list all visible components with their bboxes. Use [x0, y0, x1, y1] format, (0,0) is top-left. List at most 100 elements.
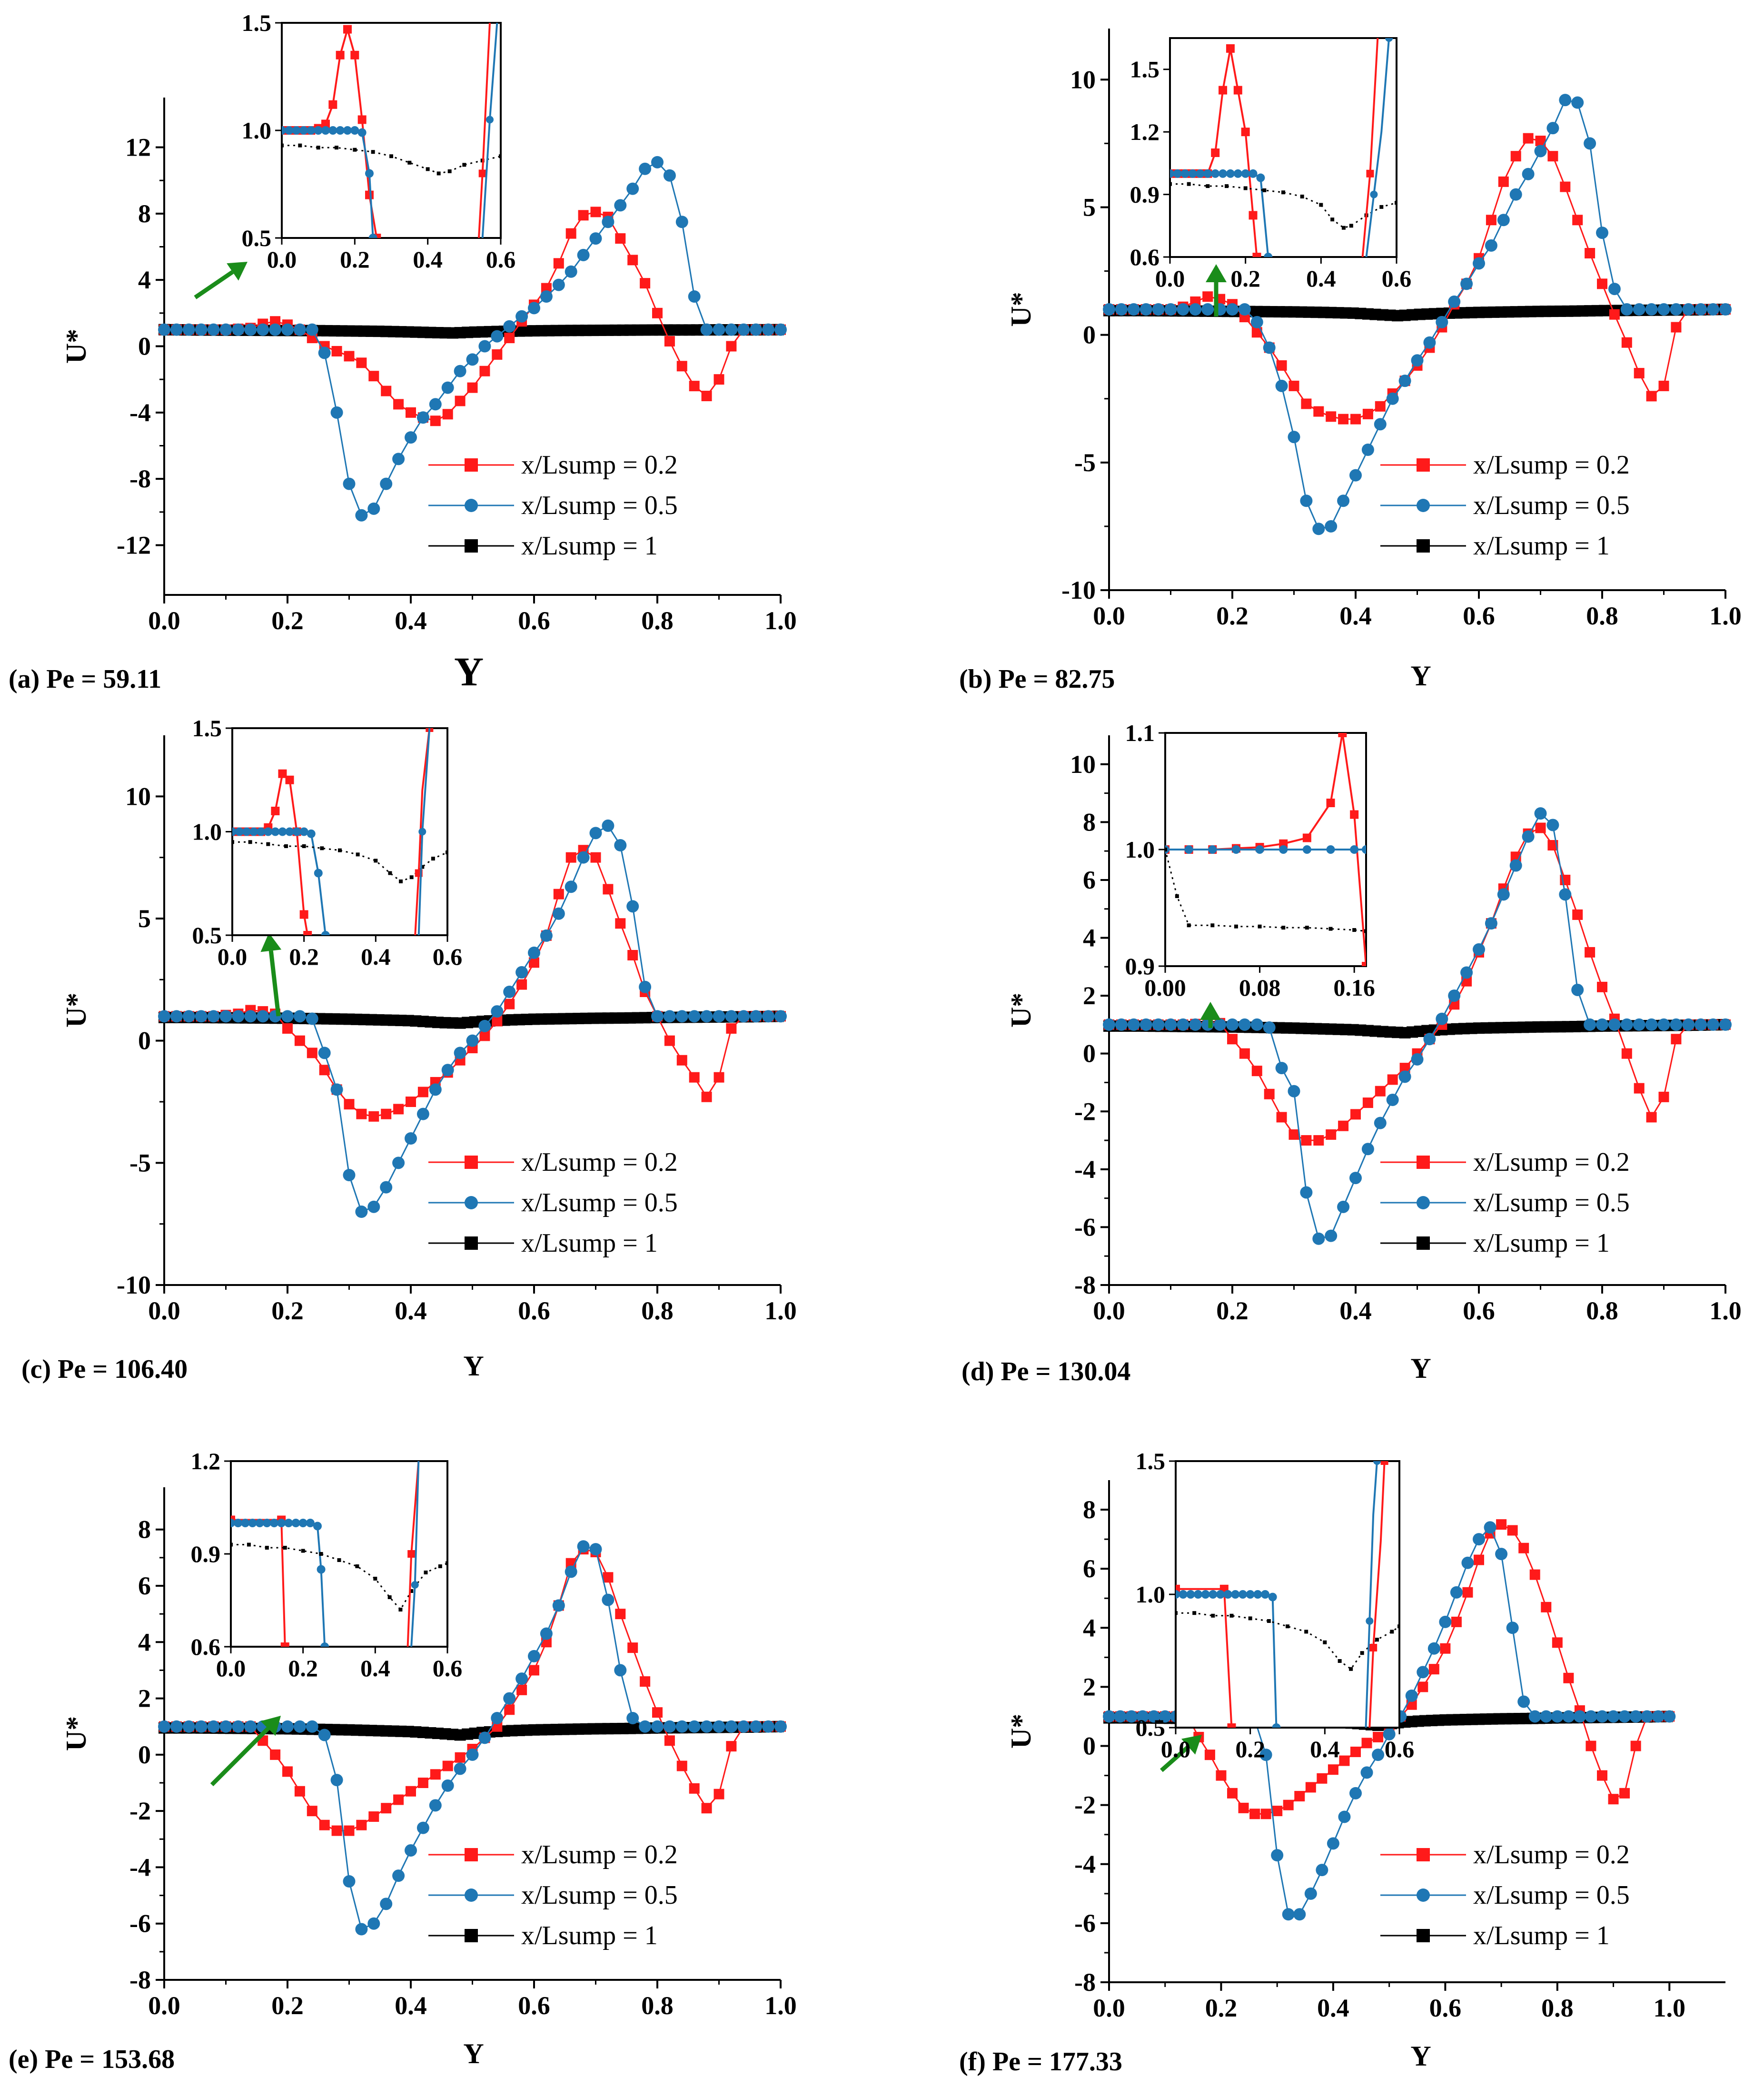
data-point — [1387, 1074, 1398, 1085]
y-tick-label: 2 — [1083, 1672, 1096, 1701]
data-point — [417, 1778, 428, 1788]
data-point — [393, 399, 404, 410]
data-point — [492, 1016, 503, 1027]
data-point — [615, 1609, 626, 1620]
x-axis-label: Y — [463, 2038, 484, 2069]
data-point — [1375, 1086, 1386, 1097]
data-point — [1528, 1710, 1541, 1723]
legend-entry: x/Lsump = 0.2 — [428, 1840, 678, 1869]
inset-data-point — [1304, 1630, 1308, 1634]
data-point — [1370, 190, 1378, 198]
data-point — [737, 323, 750, 336]
data-point — [1398, 375, 1411, 387]
data-point — [321, 931, 330, 935]
data-point — [700, 1010, 713, 1023]
data-point — [1497, 214, 1510, 227]
data-point — [713, 323, 725, 336]
data-point — [368, 234, 377, 238]
data-point — [1294, 1791, 1305, 1802]
legend-label: x/Lsump = 1 — [521, 1228, 658, 1258]
data-point — [278, 827, 287, 836]
data-point — [1250, 1018, 1263, 1031]
data-point — [1325, 520, 1338, 533]
panel-caption: (e) Pe = 153.68 — [9, 2045, 175, 2074]
inset-series-line — [1365, 38, 1390, 257]
data-point — [207, 1720, 220, 1733]
data-point — [714, 1789, 724, 1799]
inset-y-tick-label: 1.2 — [1130, 119, 1160, 145]
data-point — [1609, 309, 1620, 320]
data-point — [1652, 1710, 1665, 1723]
data-point — [1239, 1590, 1247, 1599]
data-point — [1670, 303, 1683, 316]
data-point — [1301, 398, 1312, 409]
data-point — [442, 409, 453, 420]
data-point — [303, 931, 312, 935]
data-point — [466, 353, 479, 366]
data-point — [1518, 1542, 1529, 1553]
data-point — [1209, 1590, 1218, 1599]
data-point — [1253, 1590, 1262, 1599]
data-point — [1417, 1156, 1430, 1169]
inset-data-point — [1375, 1638, 1379, 1642]
data-point — [321, 126, 330, 135]
data-point — [285, 775, 294, 784]
data-point — [1186, 1590, 1195, 1599]
data-point — [675, 216, 688, 228]
data-point — [1223, 1590, 1232, 1599]
x-axis-label: Y — [1410, 1353, 1431, 1384]
data-point — [293, 323, 306, 336]
data-point — [278, 769, 287, 778]
data-point — [762, 1010, 775, 1023]
data-point — [1233, 169, 1242, 178]
inset-data-point — [409, 1589, 414, 1593]
data-point — [282, 126, 286, 135]
data-point — [1423, 1033, 1436, 1046]
data-point — [516, 979, 527, 990]
data-point — [1707, 1018, 1720, 1031]
data-point — [700, 323, 713, 336]
legend-label: x/Lsump = 0.2 — [521, 450, 678, 480]
data-point — [1326, 845, 1335, 854]
y-tick-label: -5 — [1074, 448, 1096, 477]
data-point — [1529, 1569, 1540, 1580]
inset-data-point — [387, 1595, 392, 1599]
data-point — [1460, 277, 1473, 290]
data-point — [367, 1917, 380, 1930]
data-point — [1300, 494, 1313, 507]
data-point — [465, 1888, 478, 1902]
x-tick-label: 0.6 — [518, 606, 550, 635]
data-point — [318, 346, 331, 359]
data-point — [491, 1005, 504, 1018]
data-point — [1461, 1556, 1474, 1569]
legend-label: x/Lsump = 0.5 — [521, 1880, 678, 1910]
inset-data-point — [1364, 929, 1366, 933]
data-point — [663, 169, 676, 182]
inset-x-tick-label: 0.4 — [361, 943, 391, 970]
data-point — [248, 1519, 257, 1527]
data-point — [1226, 303, 1239, 316]
data-point — [1115, 1018, 1128, 1031]
inset-data-point — [316, 146, 320, 150]
data-point — [688, 290, 701, 303]
data-point — [774, 1010, 787, 1023]
inset-series — [231, 1461, 447, 1647]
data-point — [330, 1083, 343, 1096]
data-point — [614, 199, 627, 212]
data-point — [1233, 86, 1242, 95]
data-point — [1399, 1063, 1410, 1074]
inset-data-point — [1397, 1624, 1399, 1629]
inset-data-point — [1248, 1616, 1252, 1621]
data-point — [626, 900, 639, 913]
data-point — [393, 1104, 404, 1115]
data-point — [299, 126, 308, 135]
data-point — [627, 1642, 638, 1653]
inset-data-point — [1395, 201, 1397, 205]
data-point — [1380, 1461, 1388, 1465]
data-point — [1180, 169, 1189, 178]
inset-data-point — [431, 857, 435, 861]
data-point — [406, 1786, 416, 1797]
data-point — [1282, 1908, 1295, 1921]
y-tick-label: 4 — [138, 1628, 151, 1656]
